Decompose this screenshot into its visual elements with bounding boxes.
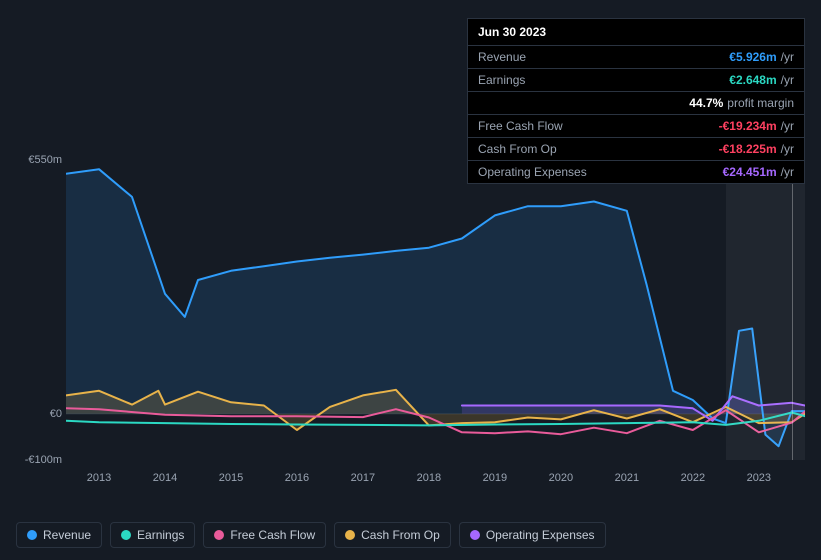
- chart-svg: [66, 160, 805, 460]
- tooltip-row: Free Cash Flow-€19.234m/yr: [468, 115, 804, 138]
- legend-item-opex[interactable]: Operating Expenses: [459, 522, 606, 548]
- tooltip-value: 44.7%: [689, 96, 723, 110]
- tooltip-suffix: /yr: [781, 142, 794, 156]
- tooltip-suffix: profit margin: [727, 96, 794, 110]
- x-tick: 2017: [351, 472, 375, 484]
- tooltip-row: Operating Expenses€24.451m/yr: [468, 161, 804, 183]
- tooltip-value: €5.926m: [729, 50, 776, 64]
- legend-swatch: [470, 530, 480, 540]
- tooltip-row: 44.7% profit margin: [468, 92, 804, 115]
- chart-tooltip: Jun 30 2023 Revenue€5.926m/yrEarnings€2.…: [467, 18, 805, 184]
- x-tick: 2020: [549, 472, 573, 484]
- legend-label: Earnings: [137, 528, 184, 542]
- tooltip-row: Earnings€2.648m/yr: [468, 69, 804, 92]
- y-tick-max: €550m: [28, 154, 62, 166]
- tooltip-date: Jun 30 2023: [468, 19, 804, 46]
- tooltip-suffix: /yr: [781, 50, 794, 64]
- legend-item-cfo[interactable]: Cash From Op: [334, 522, 451, 548]
- tooltip-value: €2.648m: [729, 73, 776, 87]
- tooltip-label: Earnings: [478, 73, 729, 87]
- legend-label: Operating Expenses: [486, 528, 595, 542]
- x-tick: 2016: [285, 472, 309, 484]
- x-tick: 2018: [417, 472, 441, 484]
- legend-item-earnings[interactable]: Earnings: [110, 522, 195, 548]
- tooltip-suffix: /yr: [781, 119, 794, 133]
- highlight-band: [726, 160, 805, 460]
- tooltip-label: Free Cash Flow: [478, 119, 719, 133]
- tooltip-row: Cash From Op-€18.225m/yr: [468, 138, 804, 161]
- y-tick-neg: -€100m: [25, 454, 62, 466]
- plot-area[interactable]: [66, 160, 805, 460]
- tooltip-value: -€19.234m: [719, 119, 777, 133]
- legend-label: Revenue: [43, 528, 91, 542]
- tooltip-label: Operating Expenses: [478, 165, 723, 179]
- x-tick: 2021: [615, 472, 639, 484]
- crosshair-line: [792, 160, 793, 460]
- legend-swatch: [345, 530, 355, 540]
- legend-swatch: [214, 530, 224, 540]
- tooltip-label: [478, 96, 689, 110]
- x-tick: 2023: [747, 472, 771, 484]
- legend-item-revenue[interactable]: Revenue: [16, 522, 102, 548]
- legend-swatch: [27, 530, 37, 540]
- legend-item-fcf[interactable]: Free Cash Flow: [203, 522, 326, 548]
- x-tick: 2015: [219, 472, 243, 484]
- legend-label: Cash From Op: [361, 528, 440, 542]
- x-tick: 2013: [87, 472, 111, 484]
- tooltip-label: Revenue: [478, 50, 729, 64]
- x-tick: 2014: [153, 472, 177, 484]
- x-axis: 2013 2014 2015 2016 2017 2018 2019 2020 2021 2022…: [66, 472, 805, 492]
- x-tick: 2022: [681, 472, 705, 484]
- financials-chart: €550m €0 -€100m 2013 2014 2015 2016 2017 2018…: [16, 160, 805, 500]
- y-tick-zero: €0: [50, 408, 62, 420]
- y-axis: €550m €0 -€100m: [16, 160, 66, 500]
- legend-label: Free Cash Flow: [230, 528, 315, 542]
- chart-legend: Revenue Earnings Free Cash Flow Cash From O…: [16, 522, 606, 548]
- tooltip-suffix: /yr: [781, 73, 794, 87]
- x-tick: 2019: [483, 472, 507, 484]
- tooltip-label: Cash From Op: [478, 142, 719, 156]
- legend-swatch: [121, 530, 131, 540]
- tooltip-value: €24.451m: [723, 165, 777, 179]
- tooltip-value: -€18.225m: [719, 142, 777, 156]
- tooltip-suffix: /yr: [781, 165, 794, 179]
- tooltip-row: Revenue€5.926m/yr: [468, 46, 804, 69]
